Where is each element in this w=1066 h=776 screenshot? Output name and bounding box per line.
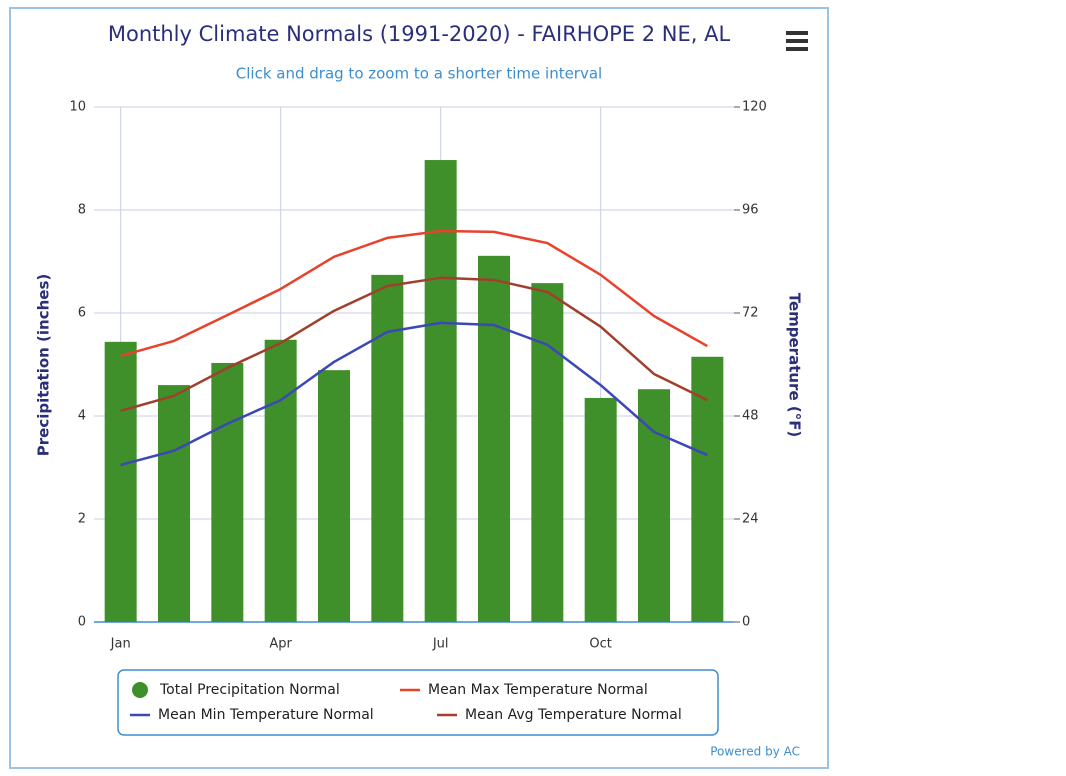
x-tick-label: Apr — [269, 637, 292, 652]
line — [120, 321, 708, 467]
menu-bar — [786, 31, 808, 35]
line — [120, 229, 708, 358]
credit: Powered by AC — [710, 745, 800, 759]
bar — [424, 160, 457, 623]
chart-subtitle: Click and drag to zoom to a shorter time… — [236, 65, 602, 83]
legend-label: Mean Max Temperature Normal — [428, 682, 648, 698]
y-tick-label: 0 — [78, 615, 86, 630]
y2-tick-label: 120 — [742, 100, 767, 115]
menu-bar — [786, 39, 808, 43]
legend-label: Mean Min Temperature Normal — [158, 707, 374, 723]
x-tick-label: Oct — [589, 637, 611, 652]
y2-tick-label: 0 — [742, 615, 750, 630]
y2-tick-label: 48 — [742, 409, 759, 424]
bar — [104, 341, 137, 622]
y2-axis-title: Temperature (°F) — [786, 293, 804, 438]
legend-label: Mean Avg Temperature Normal — [465, 707, 682, 723]
y-tick-label: 2 — [78, 512, 86, 527]
bar — [584, 397, 617, 622]
bar — [691, 356, 724, 622]
legend-box — [117, 669, 719, 736]
bar — [371, 274, 404, 622]
bar — [531, 283, 564, 622]
line — [120, 276, 708, 413]
bar — [638, 389, 670, 622]
bar — [264, 339, 297, 622]
y2-tick-label: 96 — [742, 203, 759, 218]
y2-tick-label: 24 — [742, 512, 759, 527]
bar — [318, 370, 350, 622]
y-tick-label: 6 — [78, 306, 86, 321]
menu-button[interactable] — [786, 31, 808, 51]
bar — [211, 362, 244, 622]
bar — [158, 385, 190, 622]
menu-bar — [786, 47, 808, 51]
legend-symbol — [132, 682, 148, 698]
x-tick-label: Jul — [432, 637, 449, 652]
y-tick-label: 10 — [69, 100, 86, 115]
y-tick-label: 8 — [78, 203, 86, 218]
y-tick-label: 4 — [78, 409, 86, 424]
legend-label: Total Precipitation Normal — [159, 682, 340, 698]
y2-tick-label: 72 — [742, 306, 759, 321]
chart-title: Monthly Climate Normals (1991-2020) - FA… — [108, 22, 731, 46]
x-tick-label: Jan — [110, 637, 131, 652]
y-axis-title: Precipitation (inches) — [35, 274, 53, 457]
bar — [478, 255, 510, 622]
